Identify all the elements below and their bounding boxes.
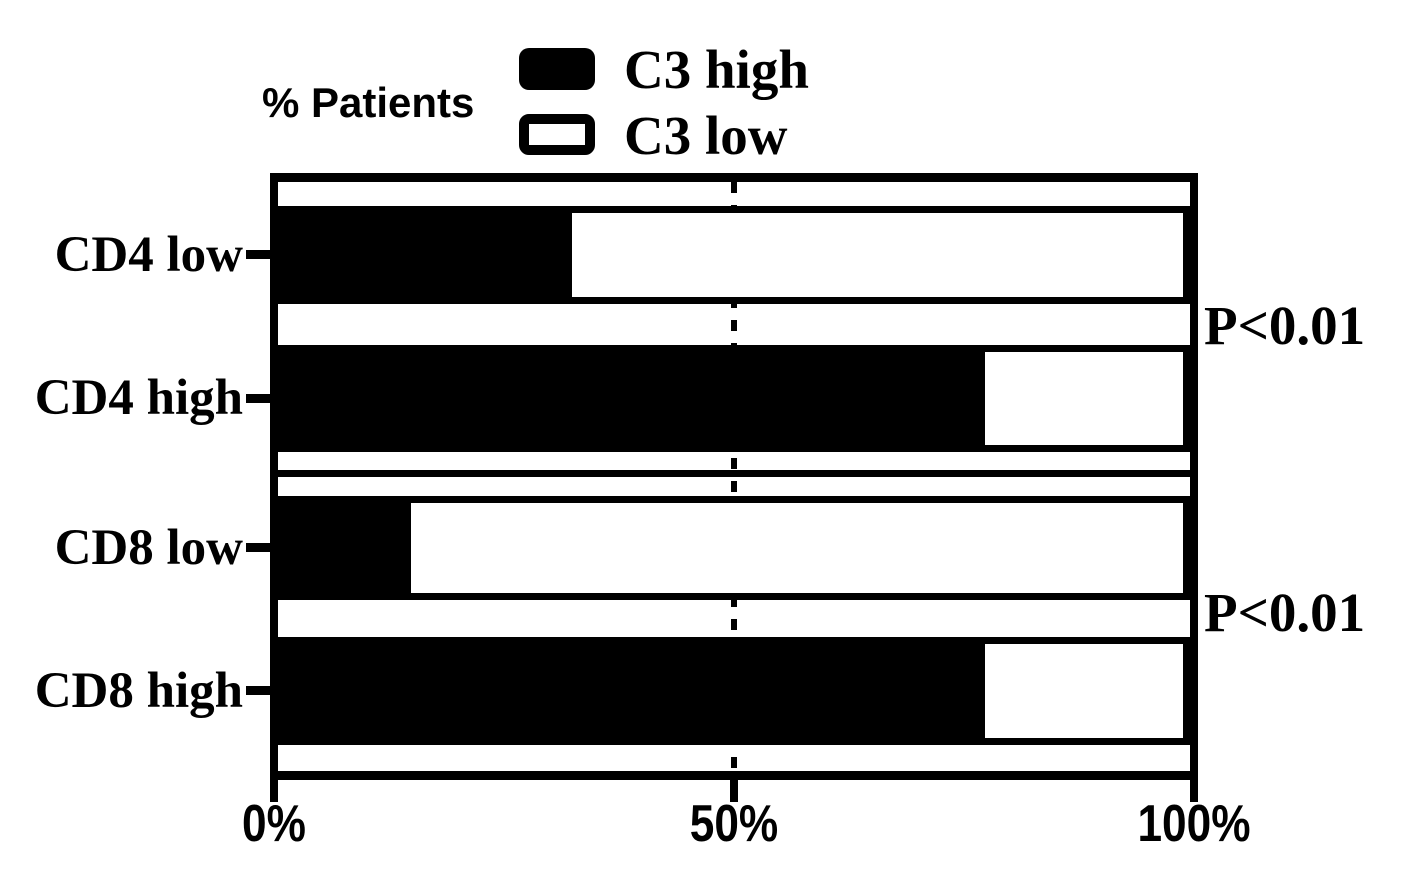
x-tick-label-50: 50% (689, 795, 779, 853)
x-tick-100 (1190, 780, 1198, 802)
y-tick-cd8-high (246, 686, 272, 695)
x-tick-label-100: 100% (1137, 795, 1251, 853)
y-label-cd8-low: CD8 low (54, 520, 243, 576)
bar-cd4-low-c3-high-segment (285, 213, 573, 297)
bar-cd8-high (278, 637, 1190, 745)
x-tick-label-0: 0% (242, 795, 306, 853)
legend-label-c3-low: C3 low (624, 105, 788, 166)
plot-group-separator (270, 470, 1198, 477)
bar-cd8-high-c3-high-segment (285, 644, 986, 738)
bar-cd8-low-c3-high-segment (285, 503, 411, 593)
x-axis-line (270, 771, 1198, 780)
bar-cd8-low (278, 496, 1190, 600)
y-tick-cd4-high (246, 394, 272, 403)
bar-cd4-high-c3-high-segment (285, 352, 986, 445)
y-label-cd4-low: CD4 low (54, 227, 243, 283)
y-label-cd4-high: CD4 high (34, 370, 243, 426)
bar-cd4-low (278, 206, 1190, 304)
y-tick-cd8-low (246, 543, 272, 552)
y-label-cd8-high: CD8 high (34, 663, 243, 719)
chart-title: % Patients (262, 79, 475, 126)
x-tick-0 (270, 780, 278, 802)
bar-cd4-high (278, 345, 1190, 452)
legend-label-c3-high: C3 high (624, 39, 809, 100)
p-value-annotation-cd8: P<0.01 (1204, 582, 1366, 643)
y-tick-cd4-low (246, 250, 272, 259)
x-tick-50 (730, 780, 738, 802)
legend-swatch-c3-low (519, 114, 595, 155)
p-value-annotation-cd4: P<0.01 (1204, 295, 1366, 356)
legend-swatch-c3-high (519, 48, 595, 90)
plot-frame-top (270, 173, 1198, 182)
